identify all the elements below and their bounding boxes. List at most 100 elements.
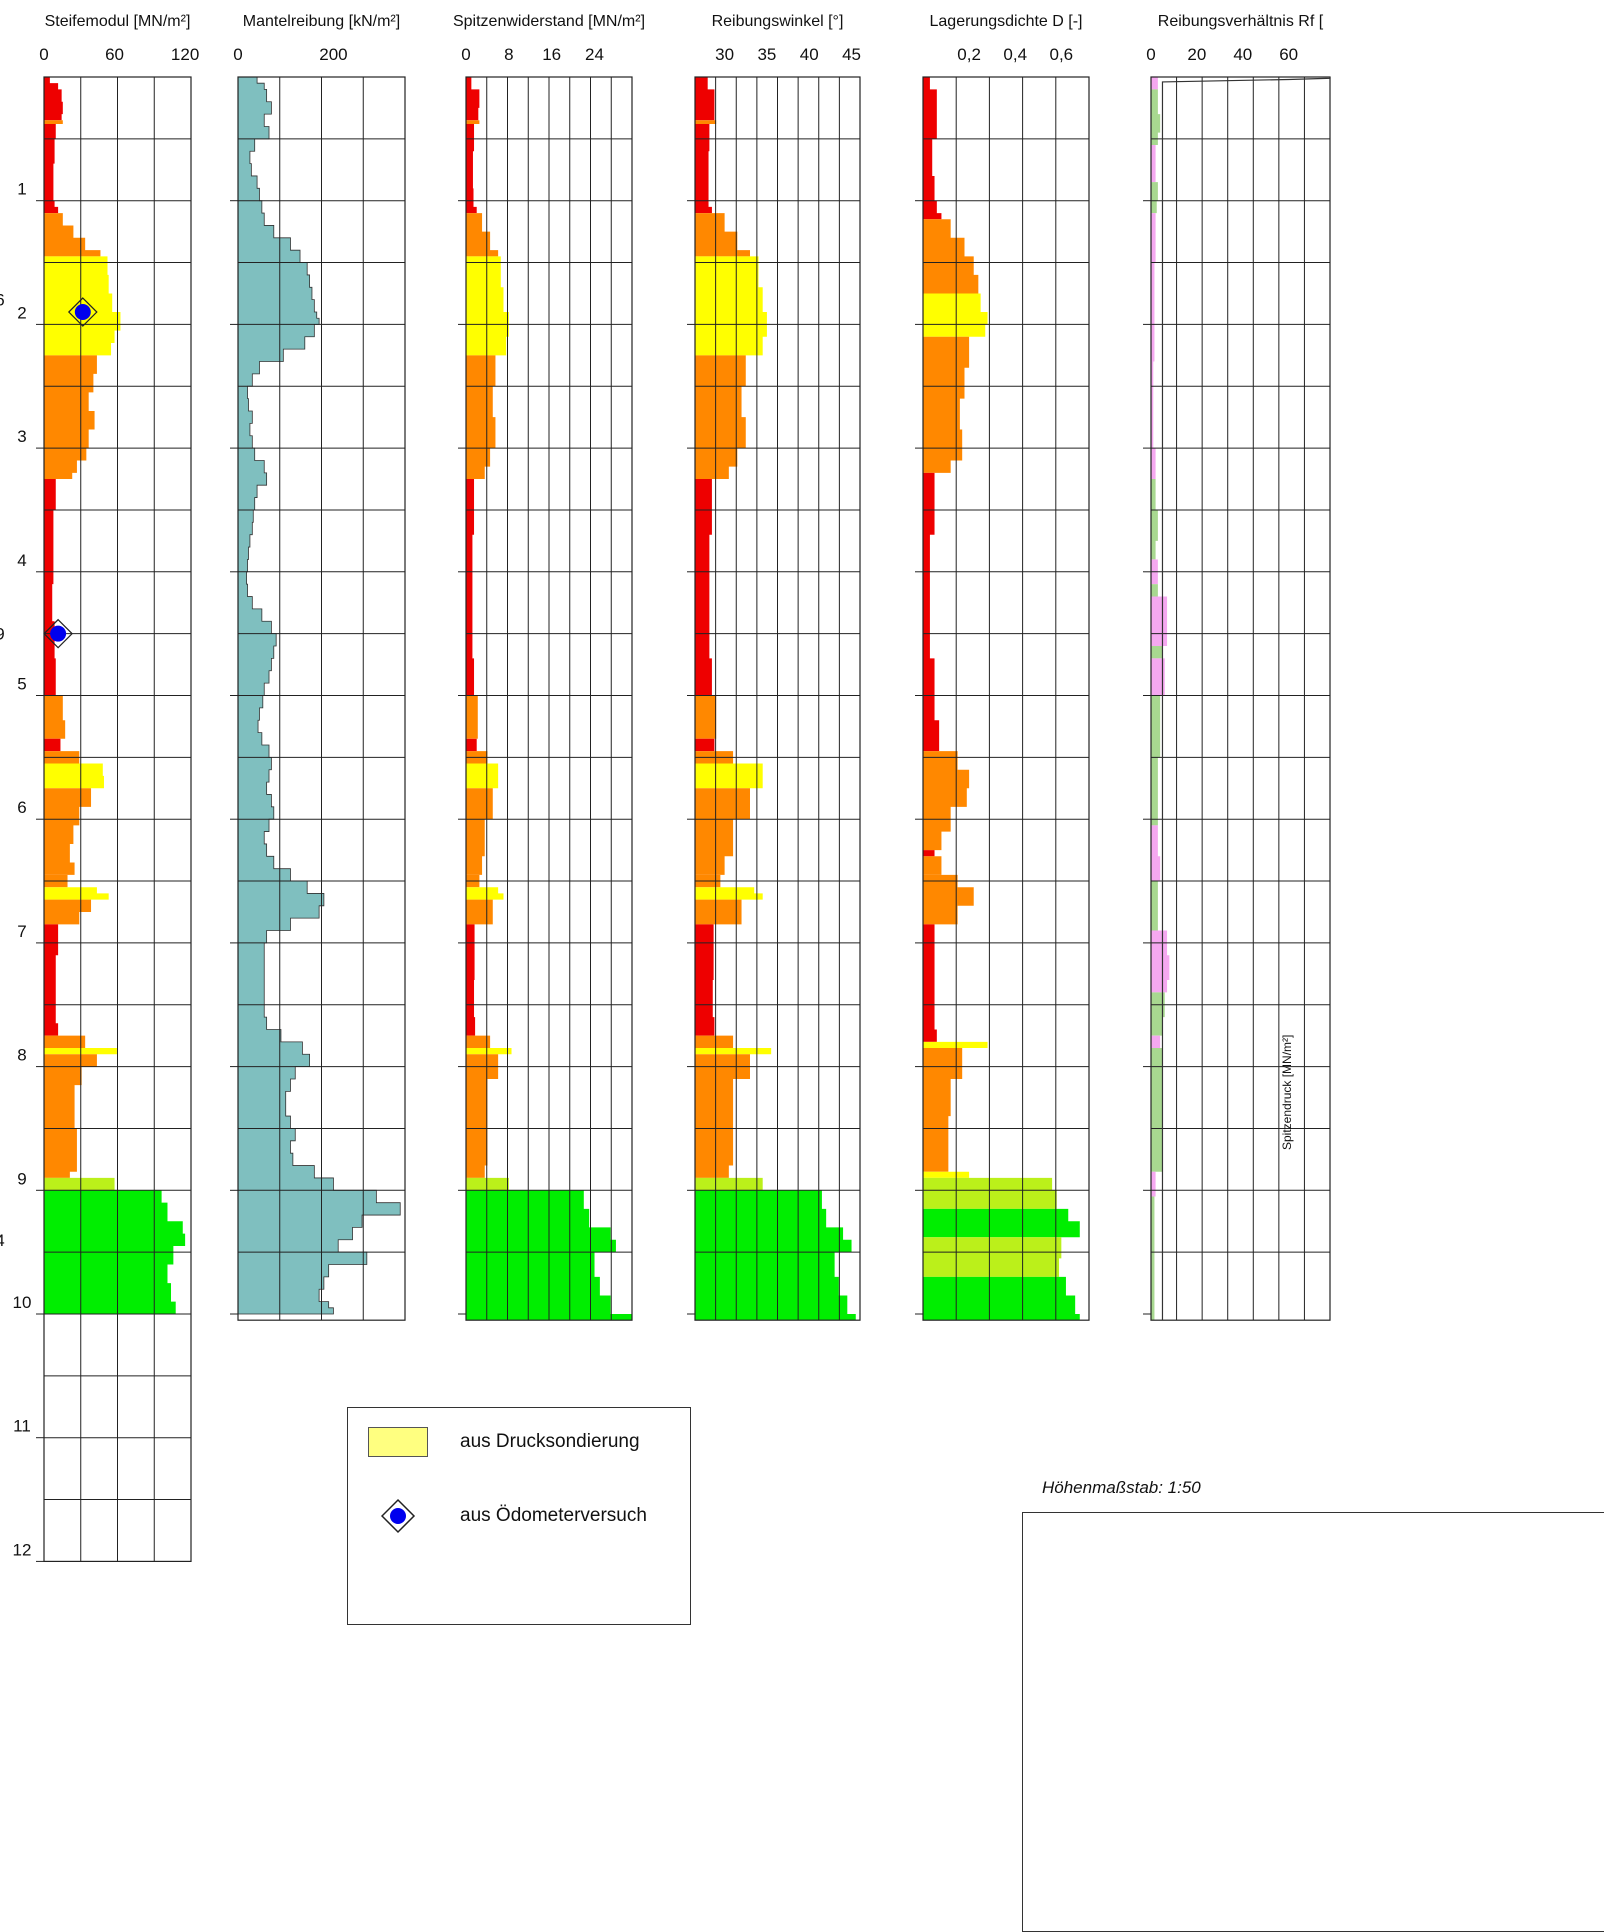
panel-title: Steifemodul [MN/m²] [45, 13, 191, 30]
panel-title: Lagerungsdichte D [-] [930, 13, 1083, 30]
panel-frame [43, 76, 192, 1563]
panel-frame [1150, 76, 1331, 1321]
x-tick-label: 30 [715, 45, 734, 64]
layer-15 [695, 899, 742, 925]
legend-diamond-icon [368, 1496, 428, 1536]
layer-16 [695, 924, 715, 1036]
layer-2 [466, 120, 480, 125]
layer-11 [695, 763, 763, 789]
layer-4 [466, 213, 499, 257]
title-block-box [1022, 1512, 1604, 1932]
x-tick-label: 45 [842, 45, 861, 64]
layer-10 [923, 924, 937, 1042]
panel-1: Steifemodul [MN/m²] 0 60 120 [36, 13, 199, 1563]
layer-8 [1151, 479, 1158, 560]
depth-label: 4 [17, 551, 26, 570]
layer-2 [695, 120, 717, 125]
layer-16 [44, 924, 59, 1036]
panel-title: Reibungsverhältnis Rf [ [1158, 13, 1324, 30]
panel-title: Mantelreibung [kN/m²] [243, 13, 400, 30]
depth-fragment: 4 [0, 1231, 5, 1250]
layer-12 [1151, 646, 1163, 659]
x-tick-label: 0,6 [1050, 45, 1074, 64]
layer-8 [923, 856, 942, 875]
x-tick-label: 0 [461, 45, 470, 64]
layer-21 [1151, 1171, 1156, 1197]
depth-label: 12 [13, 1540, 32, 1559]
layer-16 [923, 1237, 1062, 1277]
layer-2 [1151, 89, 1161, 146]
panel-4: Reibungswinkel [°] 30 35 40 45 [687, 13, 861, 1321]
panel-title: Reibungswinkel [°] [712, 13, 844, 30]
x-tick-label: 40 [800, 45, 819, 64]
depth-label: 9 [17, 1169, 26, 1188]
legend-label-oedometer: aus Ödometerversuch [460, 1505, 647, 1526]
layer-20 [1151, 1048, 1163, 1172]
layer-15 [44, 899, 92, 925]
layer-8 [44, 695, 66, 739]
layer-3 [1151, 145, 1156, 183]
panel-2: Mantelreibung [kN/m²]0 200 [230, 13, 406, 1321]
x-tick-label: 60 [1279, 45, 1298, 64]
layer-14 [44, 887, 109, 900]
layer-15 [923, 1208, 1080, 1238]
depth-label: 6 [17, 798, 26, 817]
layer-7 [923, 850, 935, 857]
x-tick-label: 200 [319, 45, 347, 64]
layer-22 [1151, 1196, 1155, 1321]
layer-1 [1151, 77, 1158, 90]
layer-11 [1151, 596, 1168, 647]
layer-13 [1151, 658, 1165, 696]
layer-1 [923, 77, 942, 220]
x-tick-label: 0 [233, 45, 242, 64]
layer-9 [466, 738, 477, 752]
oedometer-point [50, 625, 67, 642]
layer-19 [44, 1054, 97, 1178]
layer-19 [466, 1054, 499, 1178]
layer-8 [466, 695, 478, 739]
layer-9 [695, 738, 715, 752]
layer-17 [44, 1035, 86, 1049]
layer-2 [923, 219, 979, 294]
panel-3: Spitzenwiderstand [MN/m²] 0 8 16 24 [453, 13, 645, 1321]
depth-label: 7 [17, 922, 26, 941]
chart-panels: Steifemodul [MN/m²] 0 60 120 Mantelreibung [… [36, 13, 1331, 1563]
layer-20 [695, 1177, 763, 1191]
depth-fragment: 9 [0, 625, 5, 644]
panel-frame [237, 76, 406, 1321]
depth-fragment: 6 [0, 291, 5, 310]
layer-8 [695, 695, 717, 739]
x-tick-label: 40 [1233, 45, 1252, 64]
panel-frame [465, 76, 633, 1321]
layer-6 [923, 751, 970, 851]
layer-5 [466, 256, 509, 356]
layer-4 [695, 213, 750, 257]
layer-11 [44, 763, 104, 789]
layer-17 [695, 1035, 734, 1049]
layer-18 [466, 1048, 512, 1055]
layer-4 [44, 213, 101, 257]
layer-11 [466, 763, 499, 789]
layer-4 [1151, 182, 1158, 214]
cone-resistance-line [1161, 77, 1331, 1321]
scale-label: Höhenmaßstab: 1:50 [1042, 1478, 1201, 1497]
layer-14 [466, 887, 504, 900]
layer-9 [923, 874, 974, 925]
layer-7 [44, 479, 56, 696]
oedometer-diamond [43, 618, 73, 649]
layer-17 [466, 1035, 491, 1049]
layer-5 [923, 472, 940, 752]
layer-21 [695, 1190, 856, 1321]
x-tick-label: 0,4 [1003, 45, 1027, 64]
layer-3 [695, 124, 712, 214]
layer-5 [695, 256, 767, 356]
depth-label: 2 [17, 303, 26, 322]
layer-1 [44, 77, 63, 121]
x-tick-label: 0,2 [957, 45, 981, 64]
x-tick-label: 8 [504, 45, 513, 64]
layer-7 [695, 479, 712, 696]
layer-14 [695, 887, 763, 900]
x-tick-label: 20 [1187, 45, 1206, 64]
depth-label: 5 [17, 675, 26, 694]
